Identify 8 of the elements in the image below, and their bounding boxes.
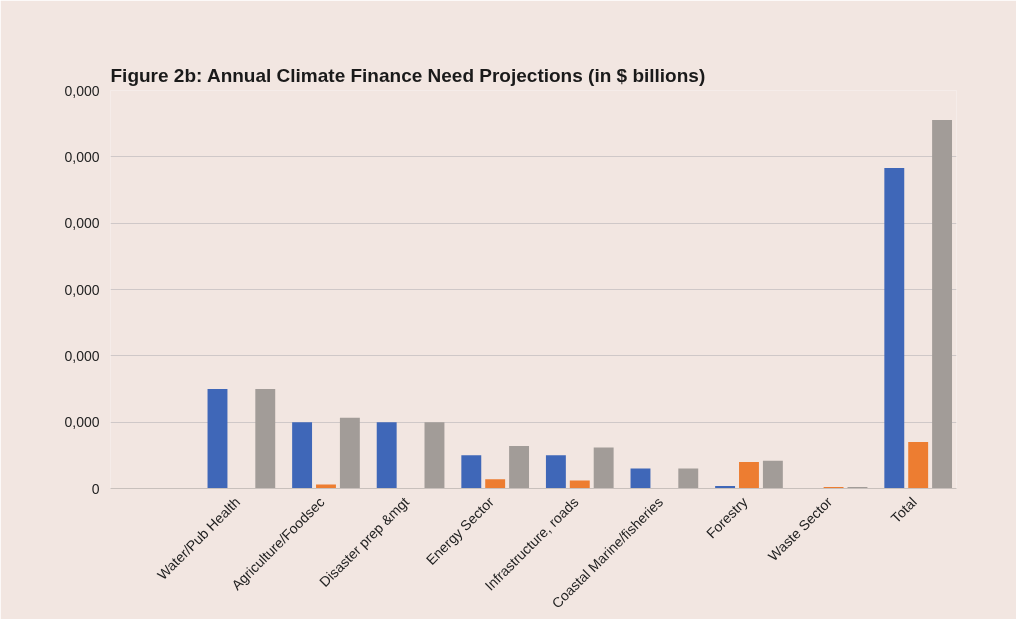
text: 0 <box>91 480 100 497</box>
text: 0,000 <box>64 414 100 431</box>
text: 0,000 <box>64 148 100 165</box>
text: 0,000 <box>64 215 100 232</box>
text: 0,000 <box>64 281 100 298</box>
text: 0,000 <box>64 82 100 99</box>
text: 0,000 <box>64 347 100 364</box>
chart-title: Figure 2b: Annual Climate Finance Need Projections (in $ billions) <box>110 64 706 86</box>
